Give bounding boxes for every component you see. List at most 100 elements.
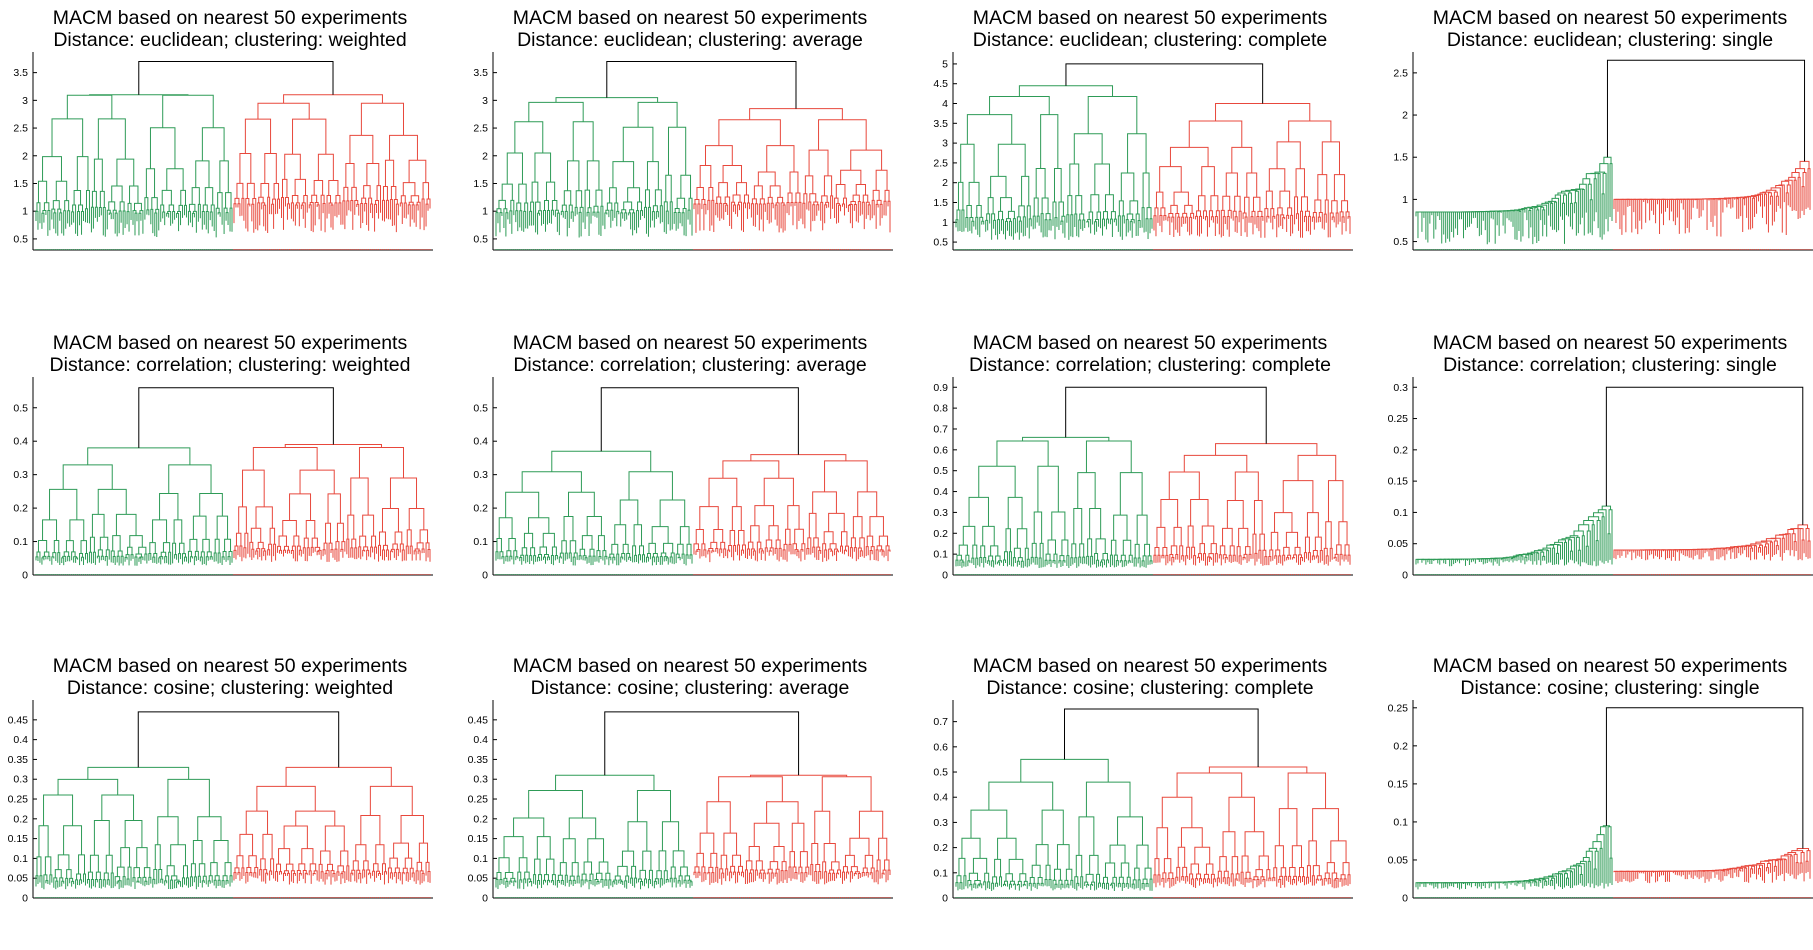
dendrogram-link <box>407 530 411 546</box>
y-tick-label: 0.7 <box>933 716 948 728</box>
dendrogram-link <box>246 811 267 834</box>
dendrogram-link <box>274 183 278 199</box>
dendrogram-link <box>538 557 540 561</box>
dendrogram-link <box>270 528 274 544</box>
dendrogram-link <box>724 833 737 855</box>
dendrogram-link <box>1203 879 1205 884</box>
dendrogram-link <box>1719 199 1721 236</box>
dendrogram-link <box>395 868 399 873</box>
dendrogram-link <box>519 858 527 872</box>
dendrogram-link <box>819 120 867 150</box>
dendrogram-link <box>968 561 970 566</box>
dendrogram-link <box>1080 544 1084 557</box>
dendrogram-link <box>1083 220 1085 231</box>
dendrogram-link <box>570 876 574 880</box>
dendrogram-link <box>230 208 232 232</box>
y-tick-label: 2.5 <box>13 123 28 135</box>
dendrogram-link <box>1232 147 1252 173</box>
dendrogram-link <box>623 544 628 553</box>
dendrogram-link <box>621 882 623 885</box>
dendrogram-link <box>782 862 786 871</box>
dendrogram-link <box>1154 555 1156 563</box>
dendrogram-link <box>883 870 886 882</box>
dendrogram-link <box>617 211 619 226</box>
dendrogram-link <box>396 549 398 560</box>
cluster-red <box>1154 104 1350 250</box>
dendrogram-link <box>1477 883 1479 889</box>
dendrogram-link <box>976 217 978 235</box>
dendrogram-link <box>200 494 223 517</box>
dendrogram-link <box>973 545 977 558</box>
chart-subtitle-line: Distance: correlation; clustering: weigh… <box>0 355 460 377</box>
dendrogram-link <box>1471 883 1473 888</box>
dendrogram-link <box>1257 217 1259 232</box>
dendrogram-link <box>1200 544 1204 554</box>
dendrogram-link <box>569 492 595 516</box>
dendrogram-link <box>1788 530 1794 534</box>
dendrogram-link <box>1302 197 1308 211</box>
dendrogram-link <box>1111 540 1115 555</box>
dendrogram-link <box>1281 868 1285 877</box>
dendrogram-link <box>721 542 725 549</box>
y-tick-label: 0 <box>1402 570 1408 582</box>
dendrogram-link <box>1227 217 1229 237</box>
dendrogram-link <box>1802 540 1804 560</box>
y-tick-label: 0.25 <box>468 794 489 806</box>
dendrogram-link <box>561 211 563 217</box>
dendrogram-link <box>1586 546 1588 565</box>
dendrogram-link <box>341 549 343 557</box>
dendrogram-link <box>696 551 698 555</box>
dendrogram-link <box>144 868 149 878</box>
dendrogram-link <box>370 786 412 815</box>
dendrogram-link <box>409 509 424 530</box>
chart-subtitle-line: Distance: cosine; clustering: weighted <box>0 678 460 700</box>
dendrogram-link <box>117 882 119 889</box>
dendrogram-link <box>202 881 204 888</box>
dendrogram-link <box>1563 203 1565 244</box>
dendrogram-link <box>967 206 971 218</box>
dendrogram-link <box>1111 212 1115 220</box>
dendrogram-link <box>1547 551 1549 564</box>
root-link <box>139 388 334 448</box>
dendrogram-link <box>841 546 843 554</box>
dendrogram-link <box>786 529 790 544</box>
dendrogram-link <box>529 102 583 121</box>
dendrogram-link <box>1753 198 1755 228</box>
dendrogram-link <box>778 197 783 202</box>
dendrogram-link <box>139 558 141 564</box>
dendrogram-link <box>283 873 285 881</box>
dendrogram-link <box>1049 220 1051 231</box>
dendrogram-link <box>95 207 97 221</box>
dendrogram-link <box>726 869 728 881</box>
dendrogram-link <box>1723 871 1725 881</box>
dendrogram-link <box>1471 212 1473 224</box>
cluster-red <box>694 109 890 250</box>
dendrogram-link <box>1169 873 1173 879</box>
dendrogram-link <box>573 880 575 886</box>
dendrogram-link <box>1278 208 1282 215</box>
dendrogram-link <box>62 558 64 565</box>
dendrogram-link <box>401 815 423 843</box>
dendrogram-link <box>1590 200 1592 235</box>
dendrogram-link <box>1786 193 1788 235</box>
dendrogram-link <box>1306 877 1308 884</box>
dendrogram-link <box>1209 558 1211 562</box>
dendrogram-link <box>785 871 787 883</box>
dendrogram-link <box>1315 537 1321 550</box>
dendrogram-link <box>510 556 512 561</box>
dendrogram-link <box>325 826 344 851</box>
dendrogram-link <box>344 187 348 200</box>
dendrogram-link <box>515 122 543 153</box>
dendrogram-link <box>577 876 579 883</box>
dendrogram-link <box>751 204 753 226</box>
dendrogram-link <box>1211 196 1218 211</box>
cluster-red <box>234 95 430 250</box>
dendrogram-link <box>797 551 799 558</box>
dendrogram-link <box>339 203 341 225</box>
dendrogram-link <box>70 520 84 541</box>
dendrogram-link <box>795 529 804 544</box>
dendrogram-link <box>220 161 228 193</box>
dendrogram-link <box>1276 550 1280 556</box>
dendrogram-link <box>295 205 297 226</box>
dendrogram-link <box>751 455 846 461</box>
